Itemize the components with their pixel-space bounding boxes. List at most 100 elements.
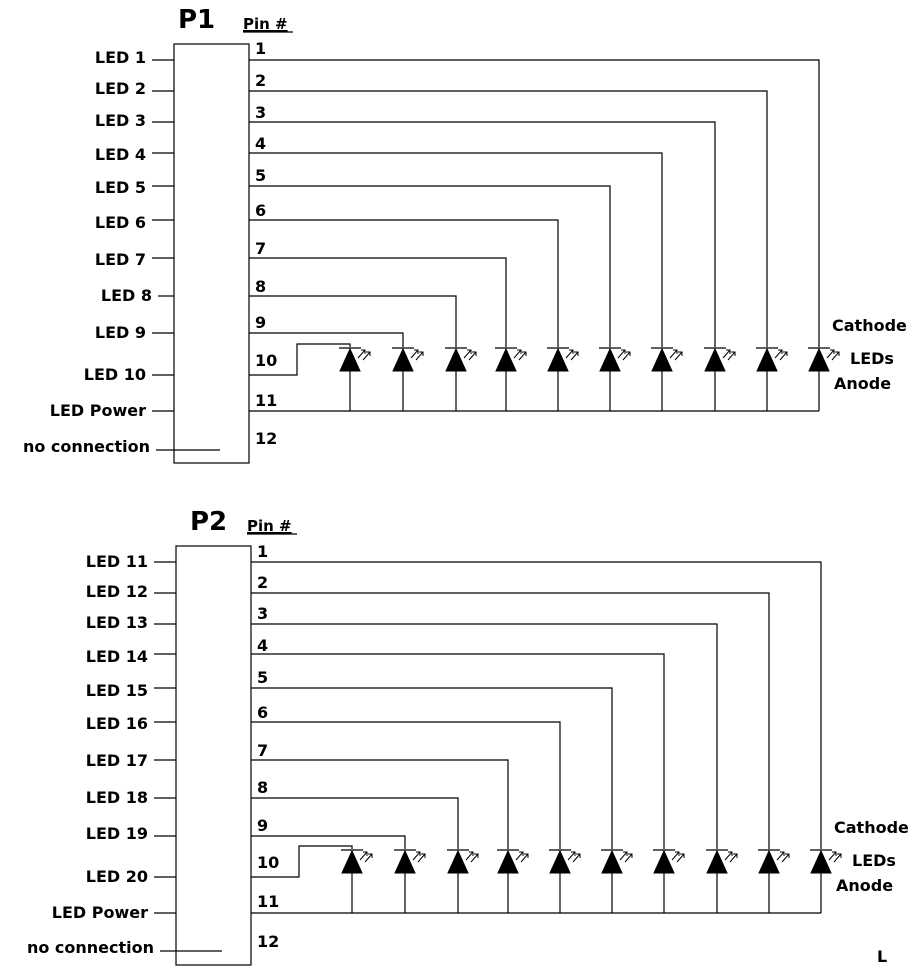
p2-cathode-wire	[251, 561, 822, 849]
p1-signal-label: no connection	[23, 437, 150, 456]
p1-pin-header: Pin #	[243, 15, 288, 33]
p1-cathode-wire	[249, 257, 507, 347]
p1-cathode-wire	[249, 90, 768, 347]
p2-led	[447, 849, 479, 913]
p2-cathode-wire	[251, 797, 459, 849]
corner-mark: L	[877, 947, 887, 966]
p1-cathode-wire	[249, 59, 820, 347]
p2-led	[394, 849, 426, 913]
p2-pin-number: 11	[257, 892, 279, 911]
p1-pin-number: 6	[255, 201, 266, 220]
p2-signal-label: LED 19	[86, 824, 148, 843]
p2-pin-header: Pin #	[247, 517, 292, 535]
p2-cathode-wire	[251, 623, 718, 849]
p2-pin-number: 4	[257, 636, 268, 655]
p2-leds-label: LEDs	[852, 851, 896, 870]
p1-signal-label: LED 3	[95, 111, 146, 130]
p2-signal-label: LED 14	[86, 647, 148, 666]
p1-led	[704, 347, 736, 411]
p2-led	[601, 849, 633, 913]
p2-led	[810, 849, 842, 913]
p1-signal-label: LED 1	[95, 48, 146, 67]
p1-led	[651, 347, 683, 411]
p2-led	[549, 849, 581, 913]
p1-cathode-wire	[249, 295, 457, 347]
p2-cathode-wire	[251, 592, 770, 849]
p1-signal-label: LED 7	[95, 250, 146, 269]
p1-led	[339, 347, 371, 411]
p1-cathode-wire	[249, 121, 716, 347]
connector-p1-block: P1 Pin # LED 1 LED 2 LED 3 LED 4 LED 5 LED 6 LED…	[23, 5, 907, 464]
p1-connector-body	[173, 43, 250, 464]
p1-pin-number: 3	[255, 103, 266, 122]
p2-cathode-label: Cathode	[834, 818, 909, 837]
p2-signal-label: LED 12	[86, 582, 148, 601]
p2-pin-number: 2	[257, 573, 268, 592]
p1-signal-label: LED 5	[95, 178, 146, 197]
p2-cathode-wire	[251, 845, 353, 878]
p2-pin-number: 3	[257, 604, 268, 623]
p2-cathode-wire	[251, 721, 561, 849]
p2-title: P2	[190, 507, 227, 537]
p1-pin-number: 1	[255, 39, 266, 58]
p1-pin-number: 5	[255, 166, 266, 185]
p2-pin-number: 6	[257, 703, 268, 722]
p2-cathode-wire	[251, 687, 613, 849]
p2-led	[758, 849, 790, 913]
p1-pin-number: 12	[255, 429, 277, 448]
p1-cathode-wire	[249, 332, 404, 347]
p1-signal-label: LED 6	[95, 213, 146, 232]
p2-pin-number: 5	[257, 668, 268, 687]
p1-pin-number: 4	[255, 134, 266, 153]
p1-leds-label: LEDs	[850, 349, 894, 368]
p2-signal-label: LED 16	[86, 714, 148, 733]
p2-cathode-wire	[251, 759, 509, 849]
p2-connector-body	[175, 545, 252, 966]
p2-signal-label: LED 15	[86, 681, 148, 700]
p1-led	[495, 347, 527, 411]
p1-pin-number: 8	[255, 277, 266, 296]
p1-cathode-wire	[249, 152, 663, 347]
p1-signal-label: LED 10	[84, 365, 146, 384]
p1-cathode-wire	[249, 343, 351, 376]
p1-signal-label: LED Power	[50, 401, 146, 420]
p1-signal-label: LED 8	[101, 286, 152, 305]
p1-led	[808, 347, 840, 411]
p2-signal-label: LED 20	[86, 867, 148, 886]
p1-cathode-label: Cathode	[832, 316, 907, 335]
p2-led	[653, 849, 685, 913]
p2-led	[706, 849, 738, 913]
p2-led	[497, 849, 529, 913]
p1-signal-label: LED 4	[95, 145, 146, 164]
p1-pin-number: 10	[255, 351, 277, 370]
p2-led	[341, 849, 373, 913]
p2-pin-number: 10	[257, 853, 279, 872]
p2-pin-number: 9	[257, 816, 268, 835]
p1-cathode-wire	[249, 185, 611, 347]
p1-cathode-wire	[249, 219, 559, 347]
p1-pin-number: 9	[255, 313, 266, 332]
p2-signal-label: LED 13	[86, 613, 148, 632]
p1-signal-label: LED 2	[95, 79, 146, 98]
p2-signal-label: LED Power	[52, 903, 148, 922]
p2-cathode-wire	[251, 835, 406, 849]
p2-pin-number: 8	[257, 778, 268, 797]
p2-pin-number: 1	[257, 542, 268, 561]
p2-signal-label: LED 11	[86, 552, 148, 571]
p2-anode-label: Anode	[836, 876, 893, 895]
p2-cathode-wire	[251, 653, 665, 849]
p2-signal-label: LED 17	[86, 751, 148, 770]
p1-signal-label: LED 9	[95, 323, 146, 342]
p1-led	[599, 347, 631, 411]
p1-led	[756, 347, 788, 411]
p1-led	[547, 347, 579, 411]
p2-signal-label: LED 18	[86, 788, 148, 807]
p1-led	[392, 347, 424, 411]
p1-led	[445, 347, 477, 411]
connector-p2-block: P2 Pin # LED 11 LED 12 LED 13 LED 14 LED 15 LED…	[27, 507, 909, 966]
p1-pin-number: 11	[255, 391, 277, 410]
p2-pin-number: 7	[257, 741, 268, 760]
p1-pin-number: 7	[255, 239, 266, 258]
p1-pin-number: 2	[255, 71, 266, 90]
